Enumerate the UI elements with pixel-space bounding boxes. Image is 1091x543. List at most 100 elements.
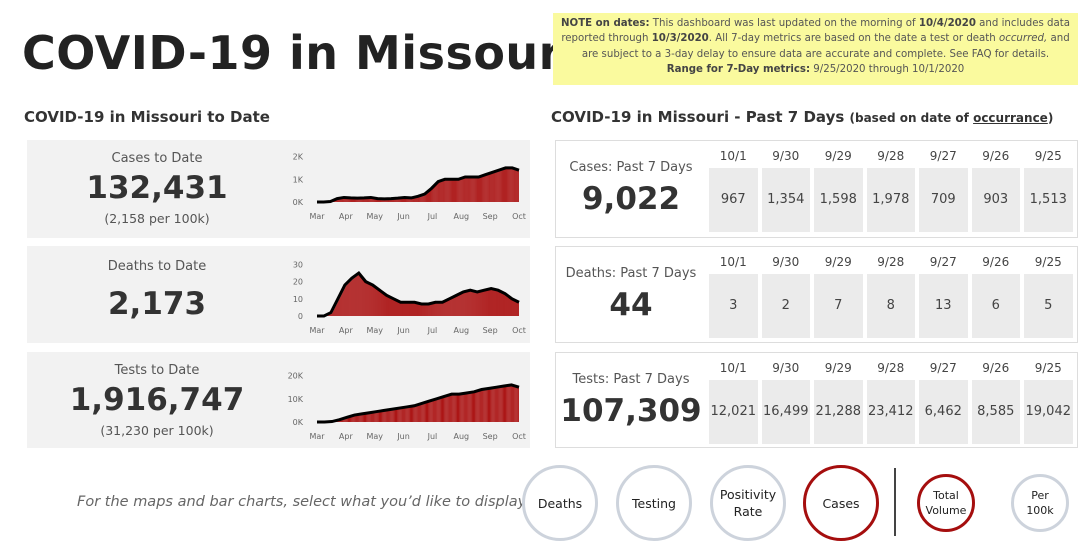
- daily-bar: [457, 179, 459, 202]
- daily-bar: [449, 298, 451, 316]
- day-column: 10/1 967: [707, 141, 760, 237]
- daily-bar: [385, 198, 387, 202]
- daily-bar: [382, 198, 384, 202]
- daily-bar: [387, 198, 389, 202]
- daily-bar: [359, 198, 361, 202]
- daily-bar: [343, 197, 345, 202]
- daily-bar: [470, 392, 472, 422]
- daily-bar: [364, 197, 365, 202]
- daily-bar: [466, 393, 468, 422]
- daily-bar: [456, 295, 458, 316]
- daily-bar: [341, 197, 342, 202]
- cases-toggle-button[interactable]: Cases: [803, 465, 879, 541]
- daily-bar: [346, 197, 348, 202]
- daily-bar: [432, 302, 434, 316]
- total-volume-toggle-button[interactable]: Total Volume: [917, 474, 975, 532]
- daily-bar: [373, 412, 375, 422]
- daily-bar: [509, 167, 511, 202]
- daily-bar: [370, 284, 372, 316]
- daily-bar: [371, 197, 373, 202]
- daily-bar: [453, 296, 455, 316]
- day-value: 5: [1024, 274, 1073, 338]
- range-label: Range for 7-Day metrics:: [666, 63, 811, 75]
- x-tick-label: Apr: [339, 326, 354, 335]
- daily-bar: [447, 299, 449, 316]
- daily-bar: [406, 197, 408, 202]
- y-tick-label: 2K: [293, 153, 304, 162]
- daily-bar: [459, 394, 461, 422]
- daily-bar: [431, 303, 433, 316]
- deaths-total: 2,173: [107, 286, 207, 322]
- daily-bar: [474, 177, 476, 202]
- daily-bar: [386, 295, 388, 316]
- positivity-rate-toggle-button[interactable]: Positivity Rate: [710, 465, 786, 541]
- note-box: NOTE on dates: This dashboard was last u…: [553, 13, 1078, 85]
- daily-bar: [464, 291, 466, 316]
- daily-bar: [385, 294, 387, 316]
- daily-bar: [502, 292, 503, 316]
- x-tick-label: Jul: [427, 326, 438, 335]
- deaths-toggle-button[interactable]: Deaths: [522, 465, 598, 541]
- daily-bar: [461, 292, 463, 316]
- cases-7day-label: Cases: Past 7 Days: [569, 160, 693, 175]
- daily-bar: [494, 387, 496, 422]
- daily-bar: [390, 409, 392, 422]
- daily-bar: [428, 303, 430, 316]
- day-column: 9/25 19,042: [1022, 353, 1075, 449]
- deaths-label: Deaths to Date: [107, 259, 207, 274]
- daily-bar: [473, 392, 474, 422]
- daily-bar: [478, 291, 480, 316]
- daily-bar: [362, 277, 364, 316]
- day-column: 9/30 1,354: [760, 141, 813, 237]
- deaths-past-7-days-card: Deaths: Past 7 Days 44 10/1 3 9/30 2 9/29 7 9/28…: [555, 246, 1078, 343]
- daily-bar: [419, 404, 421, 422]
- per-100k-toggle-button[interactable]: Per 100k: [1011, 474, 1069, 532]
- daily-bar: [356, 198, 358, 202]
- testing-toggle-button[interactable]: Testing: [616, 465, 692, 541]
- daily-bar: [465, 177, 466, 202]
- daily-bar: [427, 191, 429, 202]
- daily-bar: [497, 289, 498, 316]
- daily-bar: [407, 197, 409, 202]
- daily-bar: [443, 179, 444, 202]
- daily-bar: [507, 295, 508, 316]
- daily-bar: [430, 400, 432, 422]
- daily-bar: [408, 302, 410, 316]
- daily-bar: [487, 174, 489, 202]
- daily-bar: [429, 303, 431, 316]
- daily-bar: [479, 390, 481, 422]
- daily-bar: [358, 198, 360, 202]
- day-value: 1,513: [1024, 168, 1073, 232]
- daily-bar: [436, 302, 438, 316]
- daily-bar: [443, 396, 445, 422]
- daily-bar: [411, 197, 413, 202]
- daily-bar: [351, 278, 353, 316]
- day-value: 1,354: [761, 168, 810, 232]
- daily-bar: [392, 298, 394, 316]
- day-date: 9/29: [824, 255, 852, 269]
- daily-bar: [385, 410, 387, 422]
- daily-bar: [443, 179, 445, 202]
- daily-bar: [457, 394, 458, 422]
- tests-per-100k: (31,230 per 100k): [100, 423, 214, 438]
- daily-bar: [505, 385, 507, 422]
- daily-bar: [481, 290, 483, 316]
- daily-bar: [468, 290, 470, 316]
- daily-bar: [393, 298, 395, 316]
- button-label: 100k: [1026, 504, 1054, 517]
- daily-bar: [450, 179, 452, 202]
- daily-bar: [378, 411, 380, 422]
- daily-bar: [358, 273, 360, 316]
- daily-bar: [480, 389, 482, 422]
- daily-bar: [500, 386, 502, 422]
- deaths-to-date-card: Deaths to Date 2,173 0 10 20 30 Mar Apr May Jun…: [27, 246, 530, 343]
- daily-bar: [344, 197, 346, 202]
- cases-7day-total: 9,022: [581, 181, 681, 217]
- daily-bar: [447, 395, 449, 422]
- occurrance-link[interactable]: occurrance: [973, 111, 1048, 125]
- daily-bar: [367, 282, 369, 316]
- daily-bar: [472, 290, 474, 316]
- daily-bar: [413, 302, 415, 316]
- daily-bar: [418, 195, 420, 202]
- daily-bar: [369, 412, 371, 422]
